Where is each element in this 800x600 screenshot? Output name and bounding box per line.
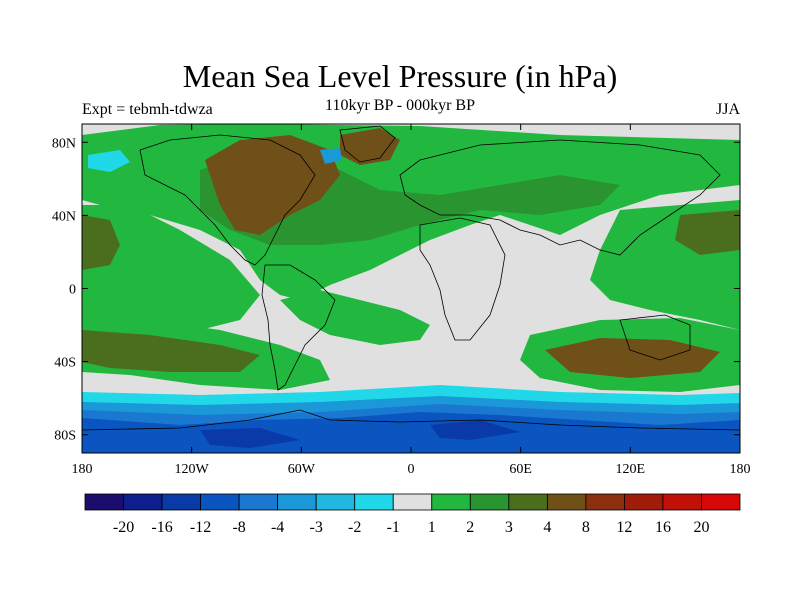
field-region-arctic-cyan	[88, 150, 130, 172]
field-region-south-pacific-dark	[82, 330, 260, 372]
coastline-australia	[619, 314, 691, 361]
y-tick-label: 0	[69, 283, 76, 298]
colorbar-swatch	[238, 493, 279, 511]
chart-title: Mean Sea Level Pressure (in hPa)	[182, 58, 618, 94]
field-region-south-indian-dark	[545, 338, 720, 378]
y-axis: 80N 40N 0 40S 80S	[52, 136, 740, 444]
colorbar-label: -2	[348, 519, 361, 536]
y-tick-label: 80N	[52, 136, 76, 151]
colorbar-swatch	[161, 493, 201, 511]
colorbar-swatch	[354, 493, 394, 511]
colorbar-label: 16	[655, 519, 671, 536]
field-region-north-america	[205, 135, 340, 235]
colorbar-swatch	[701, 493, 741, 511]
colorbar-swatch	[200, 493, 240, 511]
coastline-south-america	[261, 264, 336, 391]
colorbar-swatch	[585, 493, 625, 511]
x-tick-label: 180	[730, 462, 751, 477]
coastlines	[81, 125, 741, 431]
x-tick-label: 120E	[616, 462, 646, 477]
colorbar-label: -12	[190, 519, 211, 536]
coastline-greenland	[339, 125, 396, 163]
colorbar-label: -3	[310, 519, 323, 536]
x-tick-label: 0	[408, 462, 415, 477]
x-axis: 180 120W 60W 0 60E 120E 180	[72, 124, 751, 477]
time-range-label: 110kyr BP - 000kyr BP	[325, 97, 475, 114]
field-region-central-pacific	[82, 205, 260, 330]
colorbar-swatch	[123, 493, 163, 511]
colorbar-label: -1	[387, 519, 400, 536]
colorbar-swatch	[469, 493, 510, 511]
colorbar-swatch	[277, 493, 317, 511]
colorbar-swatch	[624, 493, 664, 511]
colorbar-label: -20	[113, 519, 134, 536]
colorbar-swatch	[392, 493, 433, 511]
colorbar-swatch	[315, 493, 356, 511]
experiment-label: Expt = tebmh-tdwza	[82, 101, 213, 118]
field-region-arctic-blue	[320, 148, 342, 164]
colorbar-swatch	[84, 493, 124, 511]
colorbar-label: 3	[505, 519, 513, 536]
colorbar-label: 12	[616, 519, 632, 536]
coastline-north-america	[139, 134, 316, 266]
coastline-antarctica	[81, 409, 741, 431]
colorbar-label: 4	[543, 519, 551, 536]
y-tick-label: 40S	[54, 356, 76, 371]
field-region-nw-pacific-dark	[675, 210, 740, 255]
field-layer	[82, 124, 740, 453]
x-tick-label: 180	[72, 462, 93, 477]
colorbar-swatch	[508, 493, 548, 511]
colorbar-label: -16	[151, 519, 172, 536]
colorbar-label: -8	[232, 519, 245, 536]
colorbar-label: 2	[466, 519, 474, 536]
y-tick-label: 80S	[54, 429, 76, 444]
season-label: JJA	[715, 101, 740, 118]
field-region-north-pacific-dark	[82, 215, 120, 270]
colorbar-swatch	[662, 493, 702, 511]
colorbar-label: 20	[693, 519, 709, 536]
colorbar-swatch	[431, 493, 471, 511]
x-tick-label: 120W	[175, 462, 210, 477]
field-region-greenland	[340, 128, 400, 165]
colorbar-label: -4	[271, 519, 284, 536]
field-region-south-atlantic	[280, 290, 430, 345]
x-tick-label: 60E	[509, 462, 532, 477]
field-region-antarctic-darkest	[200, 420, 520, 448]
y-tick-label: 40N	[52, 209, 76, 224]
coastline-eurasia	[399, 139, 721, 256]
colorbar-label: 8	[582, 519, 590, 536]
x-tick-label: 60W	[288, 462, 316, 477]
colorbar-swatch	[546, 493, 587, 511]
colorbar-label: 1	[428, 519, 436, 536]
coastline-africa	[419, 217, 506, 341]
colorbar: -20 -16 -12 -8 -4 -3 -2 -1 1 2 3 4 8 12 16 20	[84, 493, 741, 536]
